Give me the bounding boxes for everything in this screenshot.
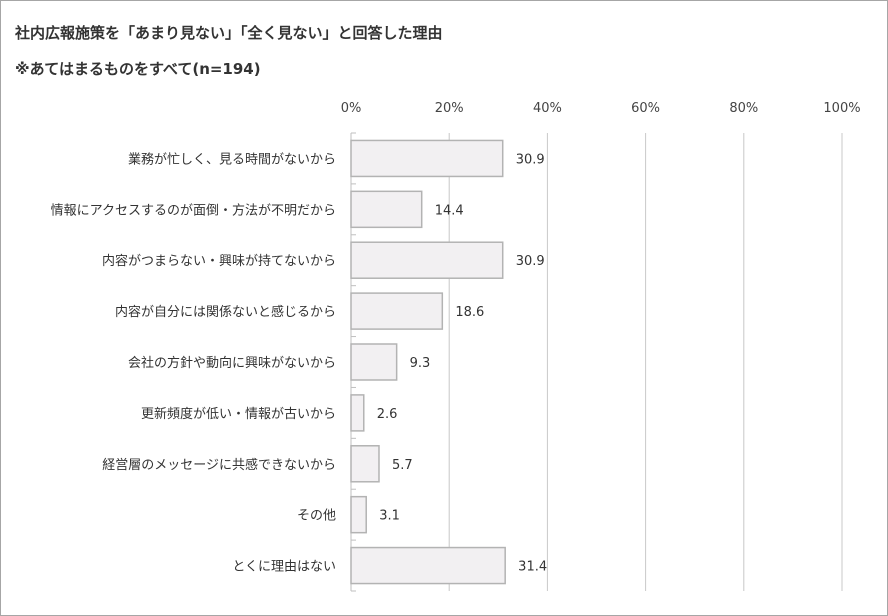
x-tick-label: 60% [631, 101, 660, 116]
data-label: 9.3 [410, 356, 431, 371]
x-tick-label: 100% [823, 101, 860, 116]
category-label: 経営層のメッセージに共感できないから [102, 457, 336, 473]
x-tick-label: 0% [341, 101, 362, 116]
category-label: 更新頻度が低い・情報が古いから [141, 406, 336, 422]
bar [350, 190, 423, 229]
bar [350, 394, 365, 432]
x-tick-label: 80% [729, 101, 758, 116]
bar [350, 292, 444, 330]
bar [350, 241, 504, 279]
category-label: その他 [297, 509, 336, 524]
bar [350, 445, 380, 483]
bar [350, 495, 367, 534]
data-label: 3.1 [379, 509, 400, 524]
x-tick-label: 20% [435, 101, 464, 116]
data-label: 31.4 [518, 560, 547, 575]
data-label: 5.7 [392, 458, 413, 473]
category-label: とくに理由はない [232, 560, 336, 575]
data-label: 30.9 [516, 254, 545, 269]
category-label: 内容がつまらない・興味が持てないから [102, 253, 336, 269]
bar [350, 546, 506, 585]
data-label: 2.6 [377, 407, 398, 422]
bar [350, 343, 398, 381]
data-label: 18.6 [455, 305, 484, 320]
bar [350, 139, 504, 178]
chart-subtitle: ※あてはまるものをすべて(n=194) [15, 60, 261, 78]
chart-title: 社内広報施策を「あまり見ない」「全く見ない」と回答した理由 [15, 24, 443, 42]
category-label: 情報にアクセスするのが面倒・方法が不明だから [51, 202, 336, 218]
data-label: 14.4 [435, 203, 464, 218]
x-tick-label: 40% [533, 101, 562, 116]
category-label: 業務が忙しく、見る時間がないから [128, 151, 336, 167]
category-label: 会社の方針や動向に興味がないから [128, 355, 336, 371]
data-label: 30.9 [516, 152, 545, 167]
category-label: 内容が自分には関係ないと感じるから [115, 304, 336, 320]
